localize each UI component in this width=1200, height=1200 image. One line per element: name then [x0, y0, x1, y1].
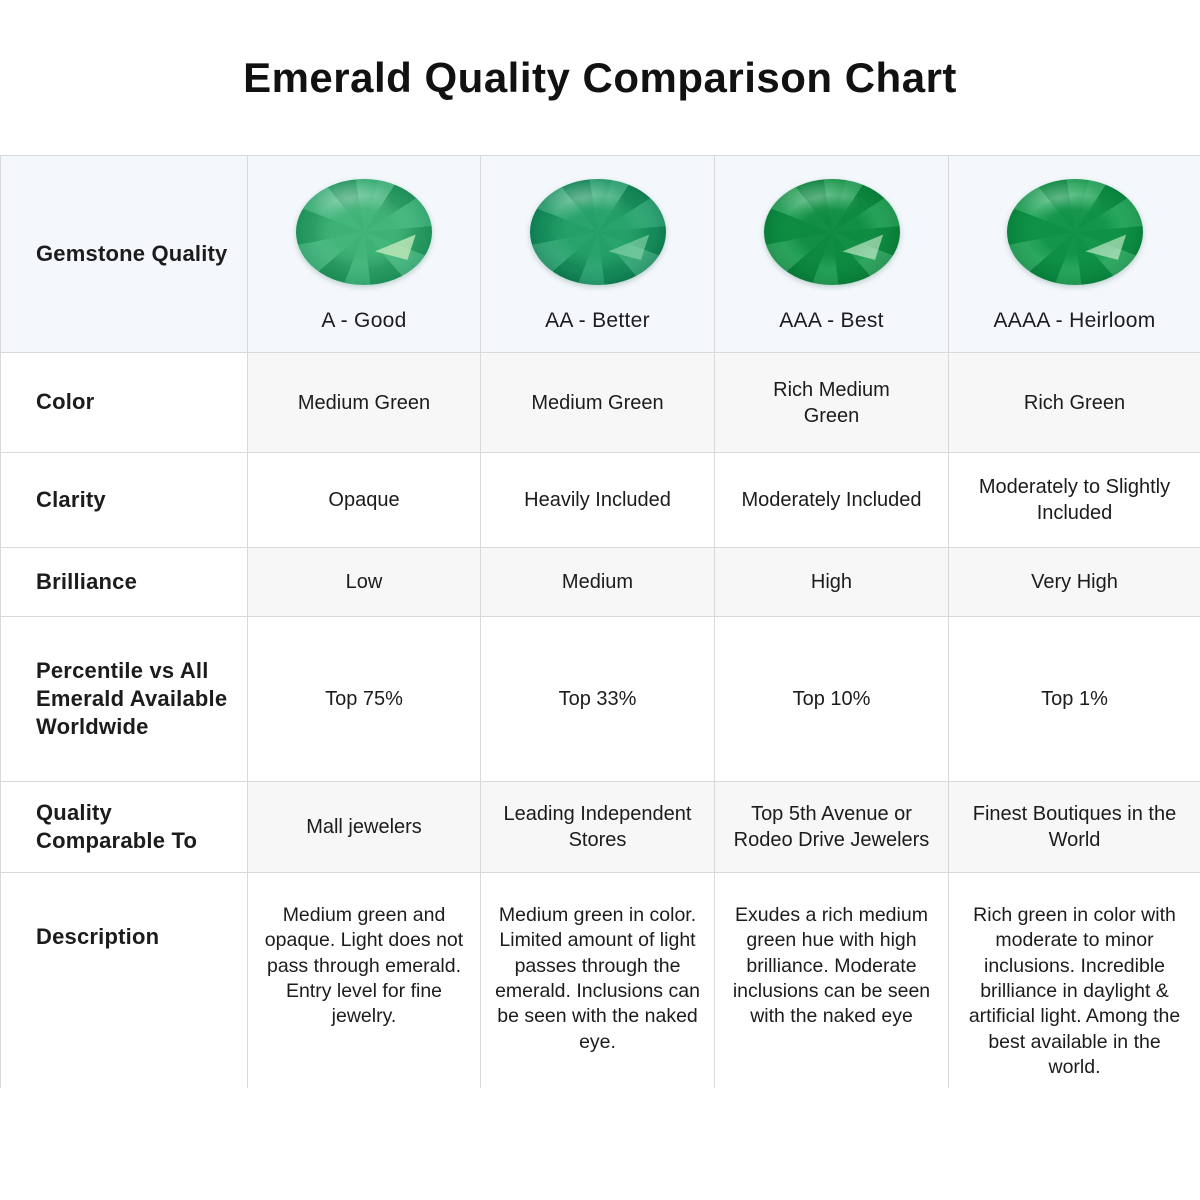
- color-value-cell: Rich Medium Green: [715, 353, 949, 453]
- corner-header-cell: Gemstone Quality: [1, 156, 248, 353]
- emerald-oval-a-good-icon: [296, 179, 432, 286]
- row-label-color: Color: [1, 353, 248, 453]
- percentile-value-cell: Top 33%: [481, 617, 715, 782]
- description-value-cell: Rich green in color with moderate to min…: [949, 873, 1200, 1088]
- grade-header-cell: A - Good: [248, 156, 481, 353]
- grade-header-cell: AAAA - Heirloom: [949, 156, 1200, 353]
- comparison-table: Gemstone Quality A - Good AA - Better AA…: [0, 155, 1200, 1089]
- row-label-percentile: Percentile vs All Emerald Available Worl…: [1, 617, 248, 782]
- emerald-oval-aaaa-heirloom-icon: [1006, 179, 1143, 286]
- percentile-value-cell: Top 10%: [715, 617, 949, 782]
- grade-header-cell: AA - Better: [481, 156, 715, 353]
- grade-name-label: AAA - Best: [779, 309, 884, 333]
- grade-name-label: AA - Better: [545, 309, 650, 333]
- clarity-value-cell: Moderately Included: [715, 453, 949, 548]
- page-title: Emerald Quality Comparison Chart: [243, 53, 957, 101]
- color-value-cell: Rich Green: [949, 353, 1200, 453]
- comparable-value-cell: Leading Independent Stores: [481, 782, 715, 873]
- brilliance-value-cell: Low: [248, 548, 481, 617]
- percentile-value-cell: Top 1%: [949, 617, 1200, 782]
- row-label-description: Description: [1, 873, 248, 1089]
- brilliance-value-cell: High: [715, 548, 949, 617]
- color-value-cell: Medium Green: [481, 353, 715, 453]
- row-label-comparable: Quality Comparable To: [1, 782, 248, 873]
- grade-name-label: AAAA - Heirloom: [993, 309, 1156, 333]
- comparable-value-cell: Mall jewelers: [248, 782, 481, 873]
- description-value-cell: Exudes a rich medium green hue with high…: [715, 873, 949, 1089]
- color-value-cell: Medium Green: [248, 353, 481, 453]
- percentile-value-cell: Top 75%: [248, 617, 481, 782]
- grade-header-cell: AAA - Best: [715, 156, 949, 353]
- row-label-clarity: Clarity: [1, 453, 248, 548]
- brilliance-value-cell: Medium: [481, 548, 715, 617]
- comparable-value-cell: Top 5th Avenue or Rodeo Drive Jewelers: [715, 782, 949, 873]
- title-bar: Emerald Quality Comparison Chart: [0, 0, 1200, 155]
- brilliance-value-cell: Very High: [949, 548, 1200, 617]
- emerald-oval-aaa-best-icon: [763, 179, 900, 286]
- clarity-value-cell: Opaque: [248, 453, 481, 548]
- emerald-oval-aa-better-icon: [529, 179, 666, 286]
- clarity-value-cell: Moderately to Slightly Included: [949, 453, 1200, 548]
- clarity-value-cell: Heavily Included: [481, 453, 715, 548]
- grade-name-label: A - Good: [321, 309, 407, 333]
- corner-header-label: Gemstone Quality: [36, 240, 228, 266]
- description-value-cell: Medium green and opaque. Light does not …: [248, 873, 481, 1089]
- comparable-value-cell: Finest Boutiques in the World: [949, 782, 1200, 873]
- row-label-brilliance: Brilliance: [1, 548, 248, 617]
- description-value-cell: Medium green in color. Limited amount of…: [481, 873, 715, 1089]
